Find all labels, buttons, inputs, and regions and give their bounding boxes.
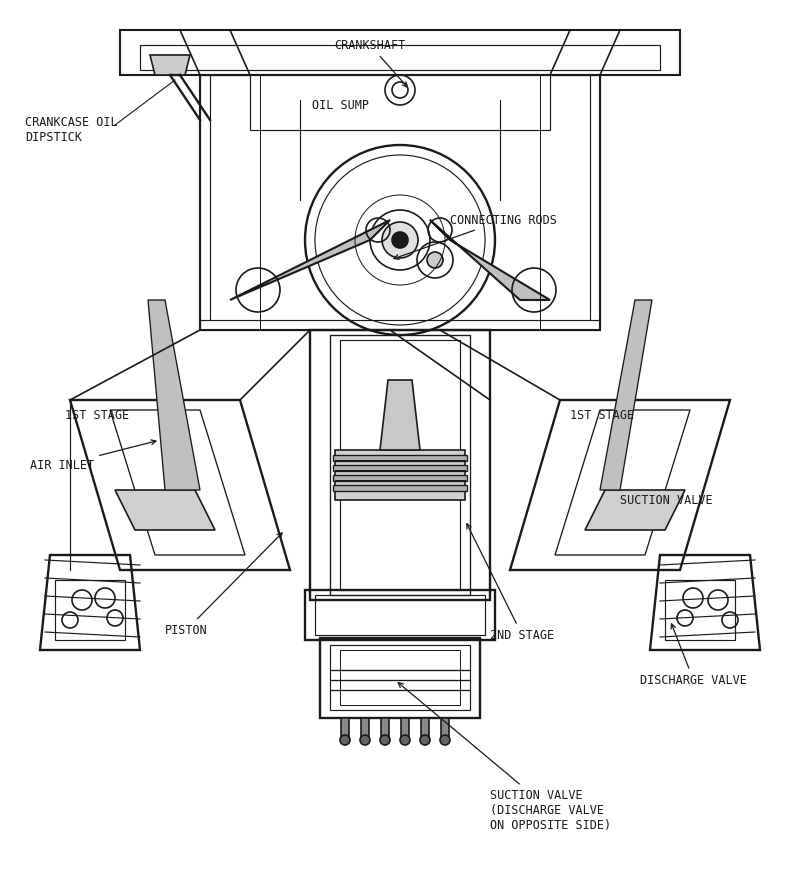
Bar bbox=[55, 580, 125, 640]
Bar bbox=[305, 590, 495, 640]
Text: SUCTION VALVE: SUCTION VALVE bbox=[620, 494, 713, 506]
Text: 1ST STAGE: 1ST STAGE bbox=[65, 409, 129, 421]
Circle shape bbox=[440, 735, 450, 745]
Bar bbox=[333, 455, 467, 461]
Bar bbox=[330, 645, 470, 710]
Circle shape bbox=[427, 252, 443, 268]
Circle shape bbox=[360, 735, 370, 745]
Bar bbox=[665, 580, 735, 640]
Text: 2ND STAGE: 2ND STAGE bbox=[467, 524, 554, 642]
Bar bbox=[330, 335, 470, 595]
Bar bbox=[315, 595, 485, 635]
Polygon shape bbox=[600, 300, 652, 490]
Text: OIL SUMP: OIL SUMP bbox=[311, 99, 369, 111]
Bar bbox=[401, 718, 409, 738]
Polygon shape bbox=[115, 490, 215, 530]
Bar bbox=[333, 485, 467, 491]
Text: 1ST STAGE: 1ST STAGE bbox=[570, 409, 634, 421]
Bar bbox=[341, 718, 349, 738]
Circle shape bbox=[392, 232, 408, 248]
Bar bbox=[120, 30, 680, 75]
Bar bbox=[381, 718, 389, 738]
Circle shape bbox=[380, 735, 390, 745]
Polygon shape bbox=[430, 220, 550, 300]
Bar bbox=[335, 450, 465, 500]
Bar bbox=[361, 718, 369, 738]
Polygon shape bbox=[380, 380, 420, 450]
Text: CONNECTING RODS: CONNECTING RODS bbox=[394, 213, 557, 259]
Text: SUCTION VALVE
(DISCHARGE VALVE
ON OPPOSITE SIDE): SUCTION VALVE (DISCHARGE VALVE ON OPPOSI… bbox=[398, 683, 611, 831]
Circle shape bbox=[400, 735, 410, 745]
Circle shape bbox=[340, 735, 350, 745]
Bar bbox=[340, 340, 460, 590]
Bar bbox=[333, 465, 467, 471]
Bar bbox=[441, 718, 449, 738]
Circle shape bbox=[382, 222, 418, 258]
Circle shape bbox=[420, 735, 430, 745]
Text: CRANKCASE OIL
DIPSTICK: CRANKCASE OIL DIPSTICK bbox=[25, 116, 118, 144]
Bar bbox=[421, 718, 429, 738]
Text: PISTON: PISTON bbox=[165, 533, 282, 636]
Polygon shape bbox=[230, 220, 390, 300]
Bar bbox=[320, 638, 480, 718]
Text: AIR INLET: AIR INLET bbox=[30, 440, 156, 471]
Polygon shape bbox=[585, 490, 685, 530]
Bar bbox=[333, 475, 467, 481]
Bar bbox=[340, 650, 460, 705]
Polygon shape bbox=[150, 55, 190, 75]
Text: DISCHARGE VALVE: DISCHARGE VALVE bbox=[640, 624, 747, 686]
Bar bbox=[140, 45, 660, 70]
Text: CRANKSHAFT: CRANKSHAFT bbox=[334, 39, 407, 87]
Polygon shape bbox=[148, 300, 200, 490]
Bar bbox=[310, 330, 490, 600]
